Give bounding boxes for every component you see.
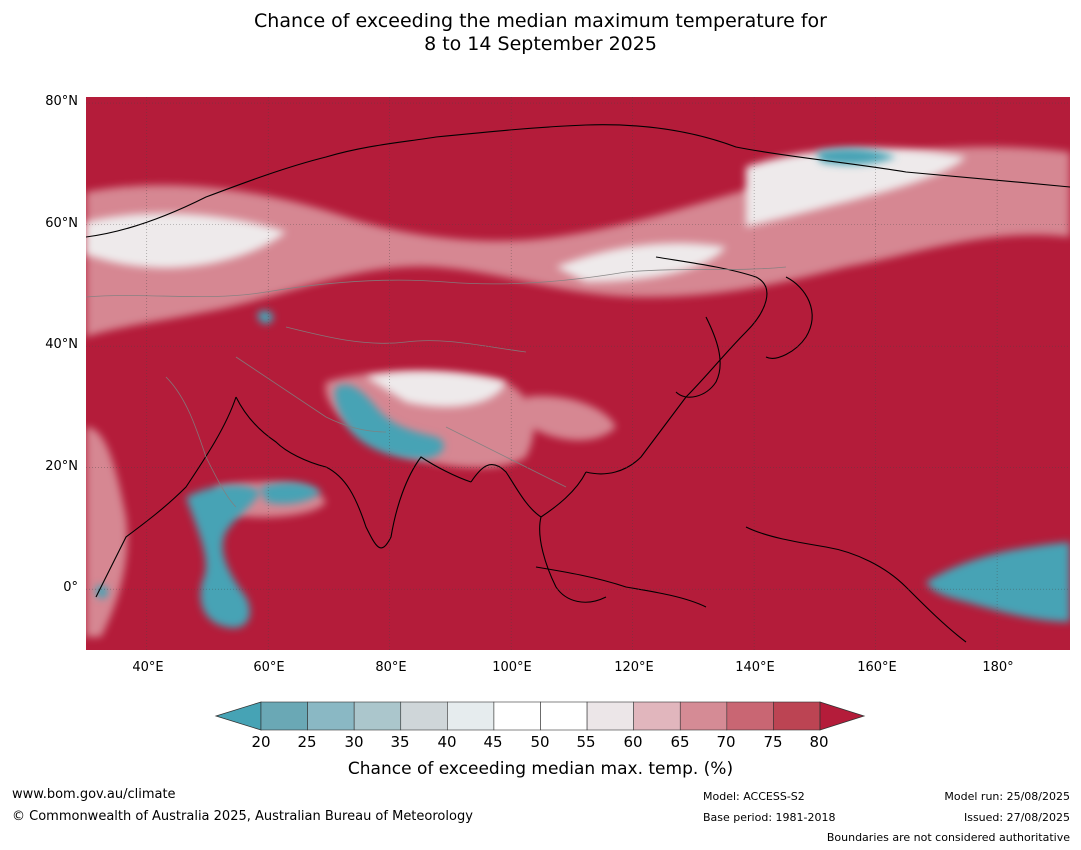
colorbar-cell bbox=[400, 701, 448, 731]
colorbar-label-35: 35 bbox=[390, 733, 410, 751]
lon-label-40e: 40°E bbox=[132, 660, 164, 675]
colorbar-cell bbox=[633, 701, 681, 731]
probability-map bbox=[86, 97, 1070, 650]
colorbar-cell bbox=[586, 701, 634, 731]
colorbar-cell bbox=[260, 701, 308, 731]
colorbar-label-55: 55 bbox=[576, 733, 596, 751]
colorbar-label-80: 80 bbox=[809, 733, 829, 751]
lat-label-80n: 80°N bbox=[45, 94, 78, 109]
lon-label-120e: 120°E bbox=[614, 660, 654, 675]
colorbar-label-70: 70 bbox=[716, 733, 736, 751]
issued-date: Issued: 27/08/2025 bbox=[963, 811, 1070, 824]
lat-label-20n: 20°N bbox=[45, 459, 78, 474]
lon-label-140e: 140°E bbox=[735, 660, 775, 675]
colorbar-title: Chance of exceeding median max. temp. (%… bbox=[347, 759, 734, 779]
colorbar-high-extend bbox=[819, 701, 866, 731]
colorbar-label-65: 65 bbox=[670, 733, 690, 751]
colorbar-label-30: 30 bbox=[344, 733, 364, 751]
map-title-line-2: 8 to 14 September 2025 bbox=[424, 33, 657, 55]
colorbar-label-20: 20 bbox=[251, 733, 271, 751]
colorbar-label-25: 25 bbox=[297, 733, 317, 751]
lat-label-60n: 60°N bbox=[45, 216, 78, 231]
lon-label-100e: 100°E bbox=[492, 660, 532, 675]
lon-label-60e: 60°E bbox=[253, 660, 285, 675]
colorbar-cell bbox=[773, 701, 821, 731]
lat-label-40n: 40°N bbox=[45, 337, 78, 352]
colorbar-cell bbox=[353, 701, 402, 731]
gridlines bbox=[86, 97, 1070, 650]
below-median-regions bbox=[95, 148, 1070, 628]
model-run-date: Model run: 25/08/2025 bbox=[944, 790, 1070, 803]
colorbar-label-50: 50 bbox=[530, 733, 550, 751]
colorbar-cell bbox=[679, 701, 728, 731]
colorbar-cell bbox=[447, 701, 495, 731]
coastlines bbox=[86, 124, 1070, 643]
colorbar-cell bbox=[307, 701, 355, 731]
country-borders bbox=[86, 266, 787, 508]
colorbar-cell bbox=[493, 701, 541, 731]
website-link[interactable]: www.bom.gov.au/climate bbox=[12, 787, 176, 802]
copyright-text: © Commonwealth of Australia 2025, Austra… bbox=[12, 809, 473, 824]
colorbar-label-40: 40 bbox=[437, 733, 457, 751]
colorbar-cell bbox=[726, 701, 774, 731]
colorbar-label-45: 45 bbox=[483, 733, 503, 751]
base-period: Base period: 1981-2018 bbox=[703, 811, 836, 824]
map-title-line-1: Chance of exceeding the median maximum t… bbox=[254, 10, 827, 32]
colorbar-label-75: 75 bbox=[763, 733, 783, 751]
colorbar-cell bbox=[540, 701, 588, 731]
light-probability-band bbox=[86, 148, 966, 407]
model-name: Model: ACCESS-S2 bbox=[703, 790, 805, 803]
boundaries-disclaimer: Boundaries are not considered authoritat… bbox=[826, 831, 1070, 844]
colorbar-low-extend bbox=[214, 701, 262, 731]
lon-label-180: 180° bbox=[982, 660, 1014, 675]
lon-label-160e: 160°E bbox=[857, 660, 897, 675]
colorbar-label-60: 60 bbox=[623, 733, 643, 751]
lon-label-80e: 80°E bbox=[375, 660, 407, 675]
colorbar bbox=[214, 701, 866, 731]
lat-label-0: 0° bbox=[63, 580, 78, 595]
